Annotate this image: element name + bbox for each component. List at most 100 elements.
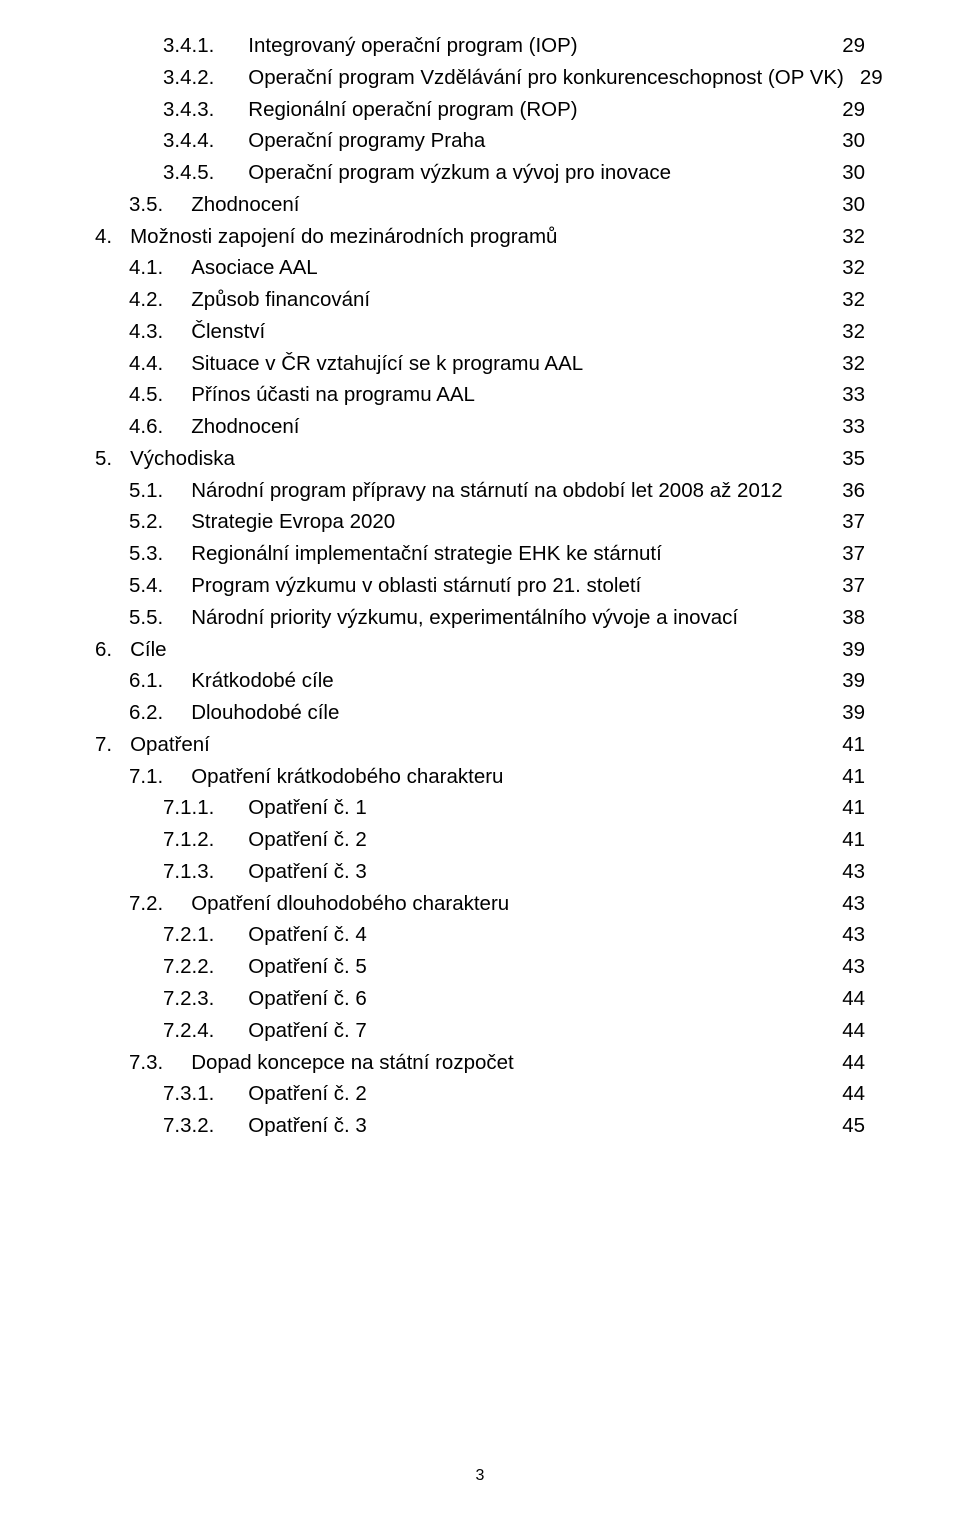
toc-number: 5.4. xyxy=(129,570,163,602)
toc-title: Strategie Evropa 2020 xyxy=(191,506,395,538)
toc-title: Členství xyxy=(191,316,265,348)
toc-number: 7.3. xyxy=(129,1047,163,1079)
toc-entry: 4.4.Situace v ČR vztahující se k program… xyxy=(95,348,865,380)
toc-page: 37 xyxy=(838,538,865,570)
toc-number: 7.1.1. xyxy=(163,792,214,824)
toc-number: 3.4.5. xyxy=(163,157,214,189)
toc-entry: 4. Možnosti zapojení do mezinárodních pro… xyxy=(95,221,865,253)
toc-page: 44 xyxy=(838,1047,865,1079)
toc-entry: 3.4.2. Operační program Vzdělávání pro ko… xyxy=(95,62,865,94)
toc-number: 4.3. xyxy=(129,316,163,348)
toc-title: Operační programy Praha xyxy=(248,125,485,157)
toc-number: 7.1.2. xyxy=(163,824,214,856)
toc-entry: 7.1.2.Opatření č. 241 xyxy=(95,824,865,856)
toc-title: Opatření č. 7 xyxy=(248,1015,367,1047)
toc-page: 32 xyxy=(838,348,865,380)
toc-page: 33 xyxy=(838,379,865,411)
toc-entry: 7.2. Opatření dlouhodobého charakteru 43 xyxy=(95,888,865,920)
toc-number: 5.3. xyxy=(129,538,163,570)
toc-entry: 4.2.Způsob financování32 xyxy=(95,284,865,316)
toc-entry: 3.4.1. Integrovaný operační program (IOP)… xyxy=(95,30,865,62)
toc-number: 7.2.2. xyxy=(163,951,214,983)
toc-number: 6. xyxy=(95,634,112,666)
toc-entry: 3.4.4. Operační programy Praha 30 xyxy=(95,125,865,157)
toc-page: 45 xyxy=(838,1110,865,1142)
toc-page: 41 xyxy=(838,792,865,824)
toc-entry: 4.6.Zhodnocení33 xyxy=(95,411,865,443)
toc-page: 38 xyxy=(838,602,865,634)
toc-title: Operační program Vzdělávání pro konkuren… xyxy=(248,62,844,94)
toc-title: Asociace AAL xyxy=(191,252,318,284)
toc-title: Situace v ČR vztahující se k programu AA… xyxy=(191,348,583,380)
toc-number: 5.1. xyxy=(129,475,163,507)
toc-title: Opatření č. 6 xyxy=(248,983,367,1015)
toc-number: 4.5. xyxy=(129,379,163,411)
toc-title: Východiska xyxy=(130,443,235,475)
toc-number: 7.2.1. xyxy=(163,919,214,951)
toc-page: 30 xyxy=(838,189,865,221)
toc-title: Možnosti zapojení do mezinárodních progr… xyxy=(130,221,557,253)
toc-title: Dlouhodobé cíle xyxy=(191,697,339,729)
toc-page: 44 xyxy=(838,1078,865,1110)
toc-entry: 7.2.2. Opatření č. 5 43 xyxy=(95,951,865,983)
toc-number: 3.5. xyxy=(129,189,163,221)
toc-title: Opatření č. 5 xyxy=(248,951,367,983)
toc-title: Opatření dlouhodobého charakteru xyxy=(191,888,509,920)
toc-number: 7.3.2. xyxy=(163,1110,214,1142)
toc-number: 3.4.2. xyxy=(163,62,214,94)
toc-page: 29 xyxy=(838,94,865,126)
toc-entry: 5.5.Národní priority výzkumu, experiment… xyxy=(95,602,865,634)
toc-number: 3.4.4. xyxy=(163,125,214,157)
toc-entry: 4.5.Přínos účasti na programu AAL33 xyxy=(95,379,865,411)
toc-entry: 7.1.1.Opatření č. 141 xyxy=(95,792,865,824)
toc-entry: 7.2.1.Opatření č. 443 xyxy=(95,919,865,951)
toc-entry: 7.1.3.Opatření č. 343 xyxy=(95,856,865,888)
toc-page: 30 xyxy=(838,157,865,189)
toc-title: Dopad koncepce na státní rozpočet xyxy=(191,1047,514,1079)
toc-title: Opatření č. 2 xyxy=(248,1078,367,1110)
toc-page: 41 xyxy=(838,824,865,856)
toc-title: Integrovaný operační program (IOP) xyxy=(248,30,577,62)
toc-page: 32 xyxy=(838,316,865,348)
toc-page: 41 xyxy=(838,761,865,793)
toc-number: 6.2. xyxy=(129,697,163,729)
toc-page: 37 xyxy=(838,570,865,602)
toc-page: 43 xyxy=(838,951,865,983)
toc-title: Způsob financování xyxy=(191,284,370,316)
toc-number: 7.1.3. xyxy=(163,856,214,888)
toc-page: 37 xyxy=(838,506,865,538)
toc-page: 29 xyxy=(838,30,865,62)
toc-entry: 5.3.Regionální implementační strategie E… xyxy=(95,538,865,570)
toc-title: Národní program přípravy na stárnutí na … xyxy=(191,475,782,507)
toc-number: 7.2. xyxy=(129,888,163,920)
toc-page: 32 xyxy=(838,284,865,316)
toc-number: 7.1. xyxy=(129,761,163,793)
toc-page: 43 xyxy=(838,888,865,920)
toc-page: 36 xyxy=(838,475,865,507)
toc-number: 6.1. xyxy=(129,665,163,697)
toc-entry: 6.2.Dlouhodobé cíle39 xyxy=(95,697,865,729)
toc-title: Operační program výzkum a vývoj pro inov… xyxy=(248,157,671,189)
toc-page: 43 xyxy=(838,919,865,951)
toc-page: 35 xyxy=(838,443,865,475)
toc-entry: 3.5.Zhodnocení30 xyxy=(95,189,865,221)
toc-title: Program výzkumu v oblasti stárnutí pro 2… xyxy=(191,570,641,602)
toc-title: Opatření č. 3 xyxy=(248,856,367,888)
toc-number: 5.2. xyxy=(129,506,163,538)
toc-number: 4. xyxy=(95,221,112,253)
toc-entry: 5.4. Program výzkumu v oblasti stárnutí p… xyxy=(95,570,865,602)
page-number: 3 xyxy=(0,1467,960,1485)
toc-entry: 6.Cíle39 xyxy=(95,634,865,666)
toc-entry: 4.3. Členství 32 xyxy=(95,316,865,348)
toc-title: Cíle xyxy=(130,634,166,666)
toc-entry: 7.3.2.Opatření č. 345 xyxy=(95,1110,865,1142)
toc-page: 29 xyxy=(856,62,883,94)
toc-page: 44 xyxy=(838,1015,865,1047)
toc-entry: 7.Opatření41 xyxy=(95,729,865,761)
toc-entry: 7.2.3.Opatření č. 644 xyxy=(95,983,865,1015)
toc-number: 3.4.1. xyxy=(163,30,214,62)
toc-page: 30 xyxy=(838,125,865,157)
toc-number: 7. xyxy=(95,729,112,761)
toc-title: Krátkodobé cíle xyxy=(191,665,333,697)
toc-number: 4.1. xyxy=(129,252,163,284)
